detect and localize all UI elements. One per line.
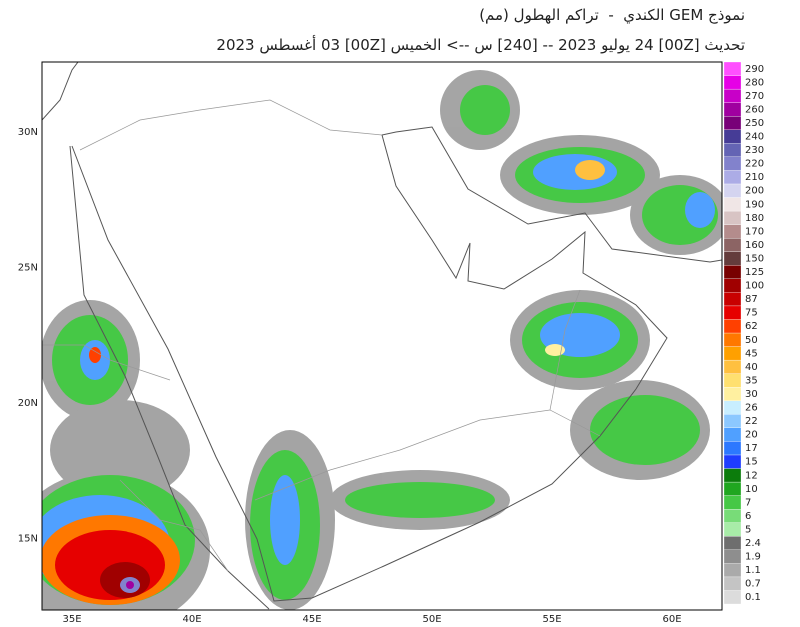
colorbar-cell (723, 292, 742, 307)
colorbar-label: 280 (745, 77, 764, 88)
colorbar-label: 10 (745, 484, 758, 495)
colorbar-cell (723, 116, 742, 130)
lon-label: 55E (542, 614, 561, 625)
colorbar-label: 7 (745, 497, 751, 508)
colorbar-label: 160 (745, 240, 764, 251)
lon-label: 50E (422, 614, 441, 625)
colorbar-label: 190 (745, 199, 764, 210)
colorbar-cell (723, 61, 742, 76)
colorbar-cell (723, 454, 742, 469)
colorbar-cell (723, 75, 742, 90)
colorbar-label: 22 (745, 416, 758, 427)
colorbar-cell (723, 536, 742, 550)
colorbar-label: 180 (745, 213, 764, 224)
lon-label: 60E (662, 614, 681, 625)
colorbar-label: 15 (745, 457, 758, 468)
colorbar-cell (723, 400, 742, 415)
colorbar-label: 26 (745, 403, 758, 414)
lon-label: 45E (302, 614, 321, 625)
colorbar-cell (723, 183, 742, 198)
colorbar-label: 240 (745, 132, 764, 143)
colorbar-label: 0.1 (745, 592, 761, 603)
colorbar-cell (723, 414, 742, 428)
colorbar-cell (723, 427, 742, 442)
colorbar-cell (723, 156, 742, 171)
colorbar-label: 20 (745, 430, 758, 441)
subtitle: تحديث [00Z] 24 يوليو 2023 -- [240] س -->… (216, 36, 745, 54)
colorbar-cell (723, 508, 742, 523)
colorbar-label: 30 (745, 389, 758, 400)
colorbar-cell (723, 129, 742, 144)
lat-label: 15N (18, 534, 38, 545)
colorbar-label: 45 (745, 348, 758, 359)
colorbar-cell (723, 495, 742, 510)
colorbar-label: 2.4 (745, 538, 761, 549)
title: نموذج GEM الكندي - تراكم الهطول (مم) (479, 6, 745, 24)
lon-label: 40E (182, 614, 201, 625)
colorbar-cell (723, 278, 742, 293)
colorbar-cell (723, 305, 742, 320)
colorbar-label: 0.7 (745, 579, 761, 590)
colorbar-label: 200 (745, 186, 764, 197)
colorbar-label: 125 (745, 267, 764, 278)
colorbar-cell (723, 265, 742, 279)
colorbar-label: 1.1 (745, 565, 761, 576)
colorbar-cell (723, 210, 742, 225)
colorbar-label: 270 (745, 91, 764, 102)
borders (42, 99, 601, 572)
colorbar-cell (723, 88, 742, 103)
colorbar-label: 35 (745, 375, 758, 386)
colorbar-cell (723, 563, 742, 578)
lon-label: 35E (62, 614, 81, 625)
colorbar-label: 260 (745, 104, 764, 115)
colorbar-cell (723, 481, 742, 496)
colorbar-label: 75 (745, 308, 758, 319)
colorbar-label: 40 (745, 362, 758, 373)
colorbar-label: 1.9 (745, 552, 761, 563)
colorbar-label: 87 (745, 294, 758, 305)
colorbar-label: 5 (745, 524, 751, 535)
colorbar-cell (723, 468, 742, 483)
colorbar-label: 250 (745, 118, 764, 129)
lat-label: 20N (18, 398, 38, 409)
colorbar-label: 6 (745, 511, 751, 522)
colorbar-cell (723, 387, 742, 401)
colorbar-cell (723, 522, 742, 537)
colorbar-label: 17 (745, 443, 758, 454)
colorbar-cell (723, 319, 742, 334)
colorbar-label: 210 (745, 172, 764, 183)
colorbar-label: 62 (745, 321, 758, 332)
colorbar-cell (723, 332, 742, 347)
colorbar-cell (723, 441, 742, 456)
colorbar-cell (723, 549, 742, 564)
map-frame (41, 61, 723, 611)
colorbar-label: 290 (745, 64, 764, 75)
rain-extreme (42, 160, 605, 605)
colorbar-label: 100 (745, 281, 764, 292)
colorbar-cell (723, 359, 742, 374)
colorbar-label: 12 (745, 470, 758, 481)
colorbar-cell (723, 224, 742, 239)
colorbar-cell (723, 576, 742, 591)
colorbar-label: 170 (745, 226, 764, 237)
lat-label: 25N (18, 263, 38, 274)
lat-label: 30N (18, 127, 38, 138)
colorbar-cell (723, 251, 742, 266)
colorbar-label: 50 (745, 335, 758, 346)
colorbar-cell (723, 237, 742, 252)
colorbar-cell (723, 102, 742, 117)
colorbar-label: 150 (745, 253, 764, 264)
colorbar-cell (723, 590, 742, 605)
colorbar-cell (723, 346, 742, 361)
colorbar-label: 220 (745, 159, 764, 170)
colorbar-label: 230 (745, 145, 764, 156)
colorbar-cell (723, 170, 742, 185)
colorbar-cell (723, 143, 742, 158)
colorbar-cell (723, 373, 742, 388)
map (42, 62, 722, 610)
colorbar-cell (723, 197, 742, 212)
